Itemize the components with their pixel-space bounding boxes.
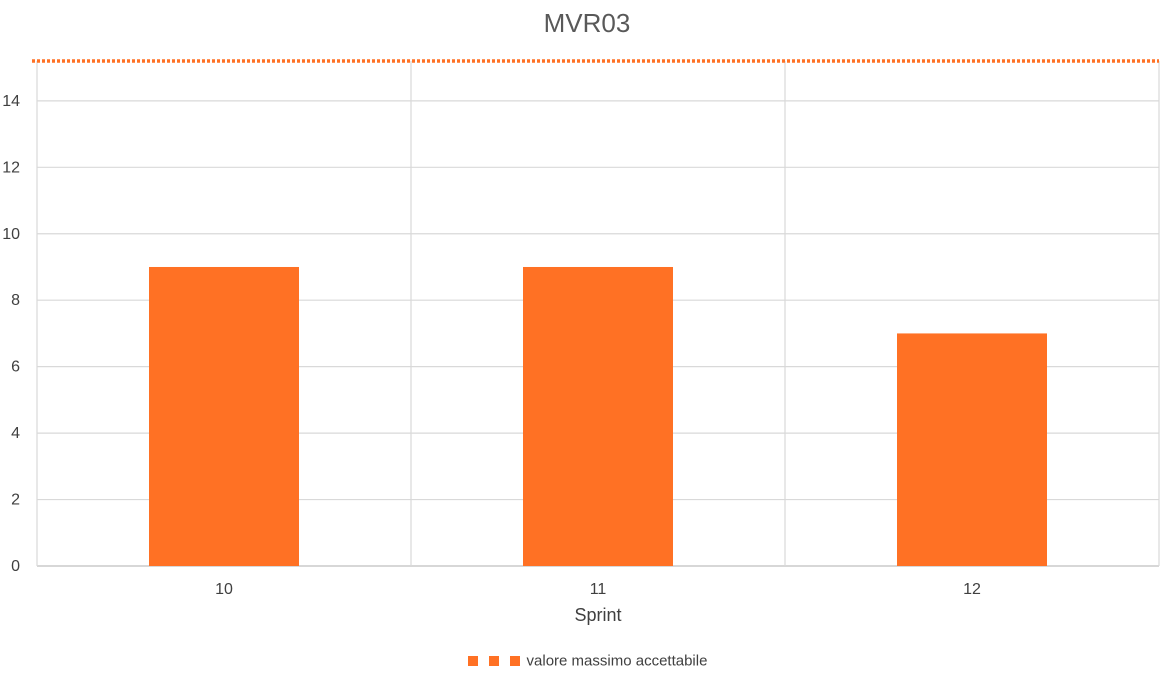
x-axis-label: Sprint [574,605,621,625]
bar [523,266,673,566]
bars [149,266,1047,566]
y-tick-label: 8 [11,292,20,309]
x-tick-label: 11 [590,581,607,598]
y-tick-label: 14 [2,93,20,110]
chart-title: MVR03 [543,8,631,38]
x-axis-ticks: 10 11 12 [215,581,981,598]
y-tick-label: 6 [11,359,20,376]
y-tick-label: 0 [11,558,20,575]
y-axis-ticks: 0 2 4 6 8 10 12 14 [2,93,20,575]
legend-label: valore massimo accettabile [526,652,708,670]
bar [149,266,299,566]
bar [897,333,1047,566]
legend: valore massimo accettabile [0,652,1174,670]
x-tick-label: 10 [215,581,233,598]
y-tick-label: 10 [2,226,20,243]
legend-swatch-dotted [467,656,520,667]
y-tick-label: 12 [2,159,20,176]
y-tick-label: 2 [11,492,20,509]
x-tick-label: 12 [963,581,981,598]
y-tick-label: 4 [11,425,20,442]
